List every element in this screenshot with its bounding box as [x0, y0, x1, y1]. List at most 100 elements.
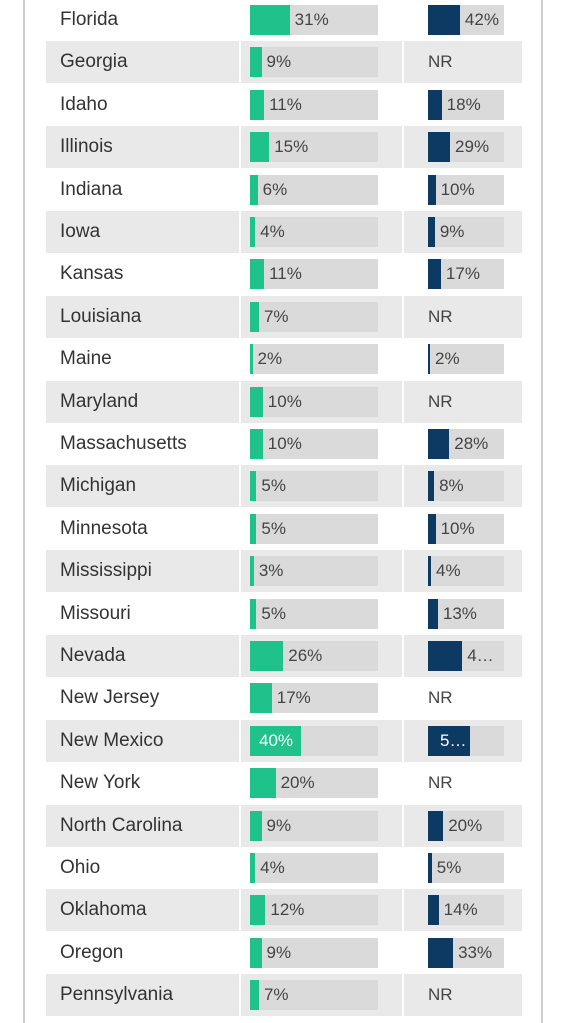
state-label: Oregon	[60, 941, 124, 963]
series2-bar	[428, 344, 430, 375]
series2-value-label: 20%	[448, 815, 483, 835]
left-border-line	[23, 0, 25, 1023]
series2-bar	[428, 937, 454, 968]
series1-track	[250, 556, 378, 587]
series1-bar	[250, 683, 272, 714]
table-row: Iowa 4% 9%	[46, 211, 522, 253]
series1-bar	[250, 641, 284, 671]
series2-bar	[428, 5, 460, 35]
series2-cell	[404, 677, 522, 719]
series2-track	[428, 895, 504, 926]
series2-value-label: 10%	[440, 518, 475, 538]
series2-bar	[428, 725, 470, 756]
state-label: Minnesota	[60, 517, 148, 539]
table-row: Oregon 9% 33%	[46, 932, 522, 974]
series2-bar	[428, 429, 450, 459]
series2-bar	[428, 217, 435, 247]
series1-value-label: 9%	[266, 815, 292, 835]
state-label: Ohio	[60, 857, 101, 878]
series1-bar	[250, 513, 257, 544]
state-cell	[46, 804, 239, 847]
series1-bar	[250, 301, 259, 332]
series2-value-label: 42%	[464, 10, 499, 29]
state-label: Maryland	[60, 390, 139, 412]
series2-value-label: NR	[428, 306, 453, 326]
table-row: Massachusetts 10% 28%	[46, 423, 522, 465]
series1-value-label: 5%	[261, 603, 286, 623]
table-row: Kansas 11% 17%	[46, 253, 522, 295]
table-row: Ohio 4% 5%	[46, 847, 522, 889]
table-row: Florida 31% 42%	[46, 0, 522, 41]
series1-value-label: 7%	[263, 306, 289, 326]
state-label: North Carolina	[60, 814, 183, 836]
series1-value-label: 40%	[259, 730, 294, 750]
series2-value-label: NR	[428, 985, 453, 1005]
series1-bar	[250, 810, 262, 841]
table-row: Maryland 10% NR	[46, 380, 522, 423]
series1-track	[250, 471, 378, 502]
series1-value-label: 5%	[261, 476, 286, 496]
table-row: Missouri 5% 13%	[46, 593, 522, 635]
series2-bar	[428, 641, 463, 671]
state-label: Idaho	[60, 93, 108, 115]
series1-bar	[250, 89, 265, 120]
series2-bar	[428, 132, 451, 163]
series1-bar	[250, 980, 259, 1011]
state-cell	[46, 126, 239, 169]
series1-track	[250, 598, 378, 629]
table-row: North Carolina 9% 20%	[46, 804, 522, 847]
series1-track	[250, 259, 378, 290]
series1-track	[250, 47, 378, 78]
state-cell	[46, 41, 239, 84]
series2-track	[428, 471, 504, 502]
state-cell	[46, 974, 239, 1017]
series2-value-label: NR	[428, 688, 453, 708]
table-row: Louisiana 7% NR	[46, 295, 522, 338]
series1-track	[250, 513, 378, 544]
series1-value-label: 3%	[258, 561, 284, 581]
table-row: Mississippi 3% 4%	[46, 550, 522, 593]
series2-bar	[428, 89, 442, 120]
state-cell	[46, 719, 239, 762]
series2-bar	[428, 174, 436, 205]
series2-track	[428, 344, 504, 375]
series1-value-label: 11%	[269, 94, 302, 114]
series2-value-label: 29%	[455, 137, 490, 157]
series2-bar	[428, 853, 432, 883]
state-label: Iowa	[60, 221, 101, 242]
table-row: Minnesota 5% 10%	[46, 508, 522, 550]
series1-track	[250, 429, 378, 459]
series1-value-label: 2%	[257, 349, 283, 369]
series2-value-label: 17%	[445, 264, 480, 284]
series1-value-label: 5%	[261, 518, 286, 538]
table-row: Oklahoma 12% 14%	[46, 889, 522, 932]
table-row: New Jersey 17% NR	[46, 677, 522, 719]
state-label: New Jersey	[60, 687, 160, 709]
series2-bar	[428, 259, 441, 290]
state-label: Mississippi	[60, 560, 152, 582]
series1-value-label: 20%	[280, 773, 315, 793]
table-row: Indiana 6% 10%	[46, 169, 522, 211]
series2-cell	[404, 295, 522, 338]
state-label: Georgia	[60, 51, 128, 73]
state-cell	[46, 550, 239, 593]
series2-track	[428, 598, 504, 629]
series2-value-label: 5%	[436, 858, 462, 877]
series1-value-label: 7%	[263, 985, 289, 1005]
series2-value-label: 13%	[442, 603, 477, 623]
series1-track	[250, 174, 378, 205]
table-row: Idaho 11% 18%	[46, 84, 522, 126]
table-row: New Mexico 40% 5…	[46, 719, 522, 762]
series2-track	[428, 174, 504, 205]
state-cell	[46, 380, 239, 423]
series1-value-label: 12%	[270, 900, 305, 920]
state-label: New Mexico	[60, 729, 164, 751]
series1-value-label: 10%	[267, 434, 302, 453]
series1-value-label: 17%	[276, 688, 311, 708]
series2-cell	[404, 380, 522, 423]
series2-value-label: 5…	[440, 730, 467, 750]
series1-track	[250, 301, 378, 332]
state-label: Massachusetts	[60, 433, 187, 454]
series1-track	[250, 895, 378, 926]
